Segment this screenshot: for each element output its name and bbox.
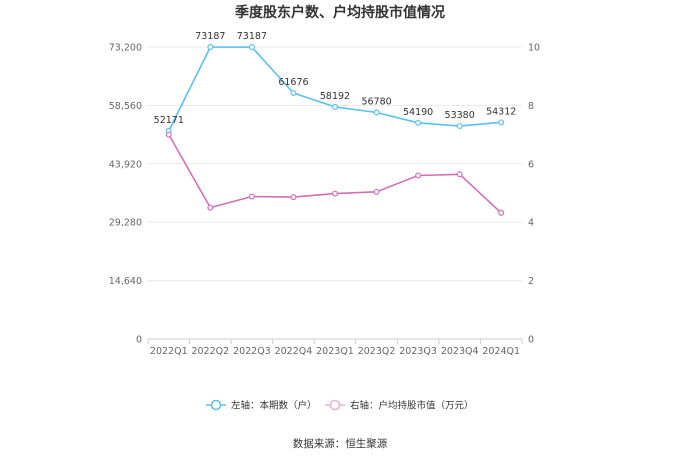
x-tick-label: 2022Q2 <box>191 346 229 357</box>
left-tick-label: 0 <box>136 335 142 346</box>
right-tick-label: 10 <box>528 43 540 54</box>
legend-item-left-series[interactable]: 左轴：本期数（户） <box>206 400 317 412</box>
data-point <box>498 209 505 216</box>
chart-title: 季度股东户数、户均持股市值情况 <box>234 4 445 21</box>
x-tick-label: 2022Q1 <box>150 346 188 357</box>
data-point <box>332 103 339 110</box>
series-right-avg-value <box>165 131 505 216</box>
data-label: 52171 <box>154 115 184 126</box>
data-point <box>248 44 255 51</box>
left-axis: 0 14,640 29,280 43,920 58,560 73,200 <box>109 43 142 346</box>
data-point <box>165 131 172 138</box>
legend-label-left-series: 左轴：本期数（户） <box>231 400 317 412</box>
x-axis: 2022Q1 2022Q2 2022Q3 2022Q4 2023Q1 2023Q2 2023… <box>147 338 523 357</box>
x-tick-label: 2022Q4 <box>275 346 313 357</box>
left-tick-label: 14,640 <box>109 276 142 287</box>
x-tick-label: 2023Q1 <box>316 346 354 357</box>
x-tick-label: 2023Q4 <box>441 346 479 357</box>
data-point <box>415 119 422 126</box>
right-tick-label: 4 <box>528 218 534 229</box>
data-point <box>207 44 214 51</box>
left-tick-label: 73,200 <box>109 43 142 54</box>
data-label: 73187 <box>195 31 225 42</box>
legend-swatch-marker <box>210 399 222 411</box>
data-label: 58192 <box>320 91 350 102</box>
data-label: 61676 <box>278 77 308 88</box>
series-layer: 52171 73187 73187 61676 58192 56780 54190 53380… <box>154 31 516 216</box>
right-tick-label: 8 <box>528 101 534 112</box>
right-axis: 0 2 4 6 8 10 <box>528 43 540 346</box>
data-source: 数据来源：恒生聚源 <box>293 437 388 450</box>
data-point <box>248 193 255 200</box>
data-label: 54312 <box>486 106 516 117</box>
data-label: 56780 <box>361 97 391 108</box>
data-point <box>373 188 380 195</box>
legend-label-right-series: 右轴：户均持股市值（万元） <box>350 400 474 412</box>
data-label: 54190 <box>403 107 433 118</box>
series-left-holders: 52171 73187 73187 61676 58192 56780 54190 53380… <box>154 31 516 134</box>
data-point <box>332 190 339 197</box>
data-point <box>290 194 297 201</box>
x-tick-label: 2022Q3 <box>233 346 271 357</box>
data-label: 53380 <box>445 110 475 121</box>
right-tick-label: 0 <box>528 335 534 346</box>
x-tick-label: 2023Q2 <box>358 346 396 357</box>
data-label: 73187 <box>237 31 267 42</box>
left-tick-label: 58,560 <box>109 101 142 112</box>
data-point <box>456 123 463 130</box>
data-point <box>498 119 505 126</box>
left-tick-label: 29,280 <box>109 218 142 229</box>
x-tick-label: 2023Q3 <box>399 346 437 357</box>
right-tick-label: 6 <box>528 159 534 170</box>
grid-lines <box>148 46 522 282</box>
legend: 左轴：本期数（户） 右轴：户均持股市值（万元） <box>206 400 474 412</box>
data-point <box>456 171 463 178</box>
data-point <box>290 89 297 96</box>
legend-swatch-marker <box>329 399 341 411</box>
data-point <box>207 204 214 211</box>
data-point <box>373 109 380 116</box>
left-tick-label: 43,920 <box>109 159 142 170</box>
right-tick-label: 2 <box>528 276 534 287</box>
series-line <box>168 134 502 214</box>
legend-item-right-series[interactable]: 右轴：户均持股市值（万元） <box>325 400 474 412</box>
x-tick-label: 2024Q1 <box>482 346 520 357</box>
data-point <box>415 172 422 179</box>
